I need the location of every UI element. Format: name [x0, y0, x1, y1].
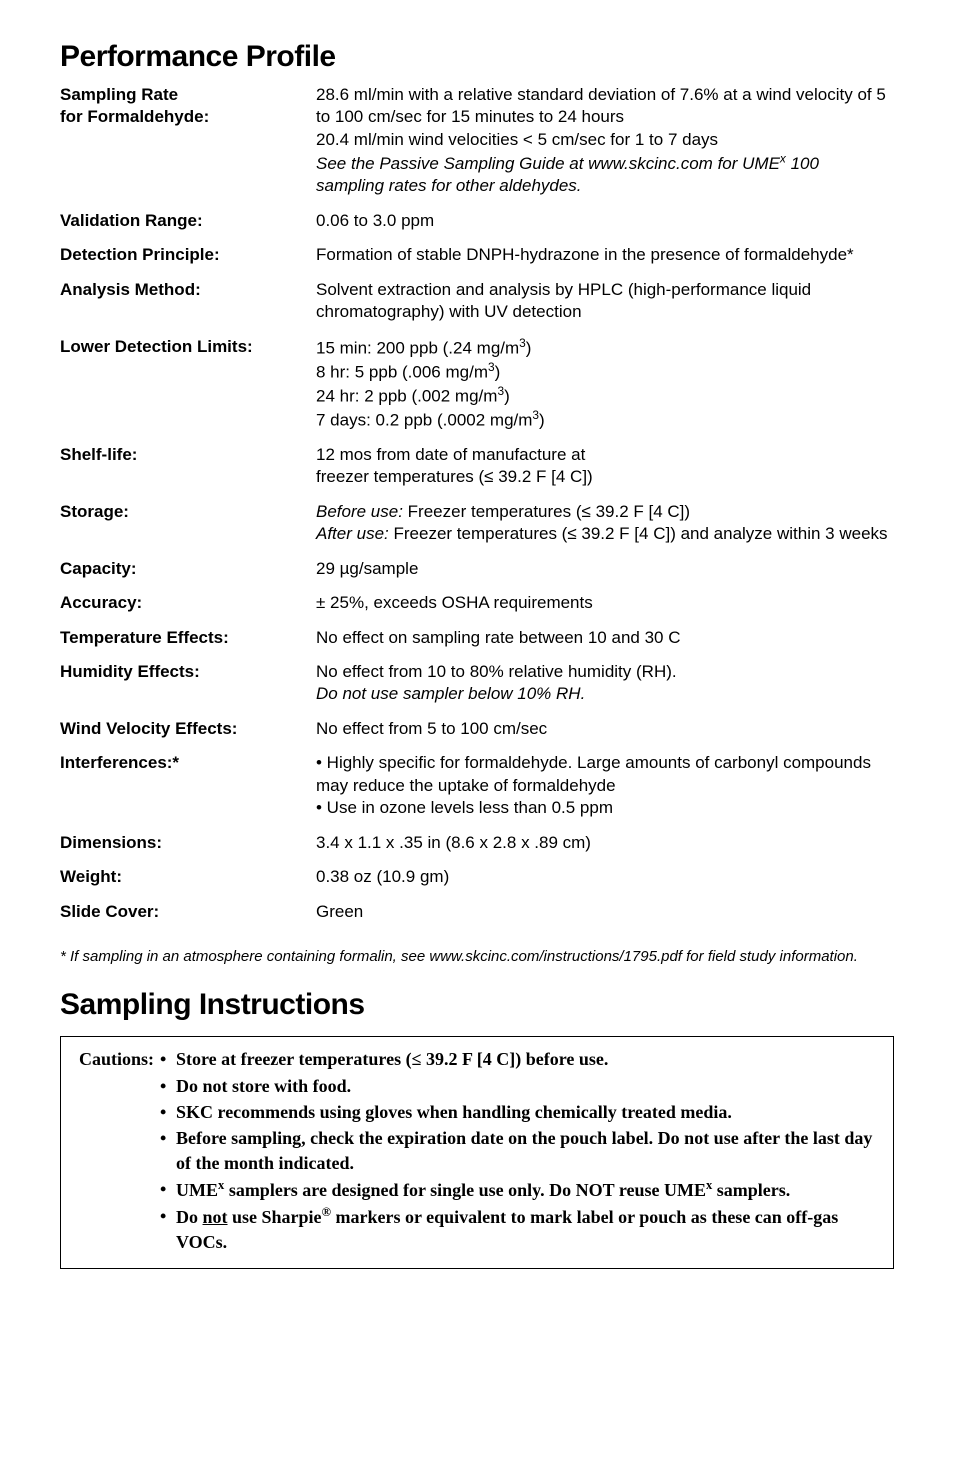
row-label: Detection Principle:	[60, 238, 316, 272]
row-label: Storage:	[60, 495, 316, 552]
cautions-list: Store at freezer temperatures (≤ 39.2 F …	[160, 1047, 875, 1255]
table-row: Storage:Before use: Freezer temperatures…	[60, 495, 894, 552]
profile-tbody: Sampling Ratefor Formaldehyde:28.6 ml/mi…	[60, 78, 894, 929]
row-value: Solvent extraction and analysis by HPLC …	[316, 273, 894, 330]
cautions-label: Cautions:	[79, 1047, 160, 1255]
row-value: 0.06 to 3.0 ppm	[316, 204, 894, 238]
list-item: UMEx samplers are designed for single us…	[160, 1177, 875, 1202]
row-label: Validation Range:	[60, 204, 316, 238]
table-row: Shelf-life:12 mos from date of manufactu…	[60, 438, 894, 495]
row-value: ± 25%, exceeds OSHA requirements	[316, 586, 894, 620]
table-row: Interferences:*• Highly specific for for…	[60, 746, 894, 825]
table-row: Capacity:29 µg/sample	[60, 552, 894, 586]
table-row: Wind Velocity Effects:No effect from 5 t…	[60, 712, 894, 746]
row-value: 28.6 ml/min with a relative standard dev…	[316, 78, 894, 204]
row-label: Slide Cover:	[60, 895, 316, 929]
list-item: SKC recommends using gloves when handlin…	[160, 1100, 875, 1124]
row-value: No effect on sampling rate between 10 an…	[316, 621, 894, 655]
row-label: Capacity:	[60, 552, 316, 586]
row-label: Temperature Effects:	[60, 621, 316, 655]
list-item: Before sampling, check the expiration da…	[160, 1126, 875, 1175]
row-label: Shelf-life:	[60, 438, 316, 495]
row-value: • Highly specific for formaldehyde. Larg…	[316, 746, 894, 825]
row-label: Analysis Method:	[60, 273, 316, 330]
table-row: Detection Principle:Formation of stable …	[60, 238, 894, 272]
row-value: Before use: Freezer temperatures (≤ 39.2…	[316, 495, 894, 552]
row-label: Accuracy:	[60, 586, 316, 620]
table-row: Accuracy:± 25%, exceeds OSHA requirement…	[60, 586, 894, 620]
table-row: Validation Range:0.06 to 3.0 ppm	[60, 204, 894, 238]
row-label: Weight:	[60, 860, 316, 894]
row-label: Dimensions:	[60, 826, 316, 860]
table-row: Lower Detection Limits:15 min: 200 ppb (…	[60, 330, 894, 438]
cautions-row: Cautions: Store at freezer temperatures …	[79, 1047, 875, 1255]
table-row: Humidity Effects:No effect from 10 to 80…	[60, 655, 894, 712]
row-value: No effect from 10 to 80% relative humidi…	[316, 655, 894, 712]
footnote: * If sampling in an atmosphere containin…	[60, 947, 894, 967]
row-label: Humidity Effects:	[60, 655, 316, 712]
performance-profile-title: Performance Profile	[60, 40, 894, 74]
row-value: 15 min: 200 ppb (.24 mg/m3)8 hr: 5 ppb (…	[316, 330, 894, 438]
row-value: Green	[316, 895, 894, 929]
row-label: Lower Detection Limits:	[60, 330, 316, 438]
table-row: Analysis Method:Solvent extraction and a…	[60, 273, 894, 330]
row-value: 0.38 oz (10.9 gm)	[316, 860, 894, 894]
list-item: Store at freezer temperatures (≤ 39.2 F …	[160, 1047, 875, 1071]
list-item: Do not store with food.	[160, 1074, 875, 1098]
table-row: Sampling Ratefor Formaldehyde:28.6 ml/mi…	[60, 78, 894, 204]
table-row: Temperature Effects:No effect on samplin…	[60, 621, 894, 655]
row-value: 3.4 x 1.1 x .35 in (8.6 x 2.8 x .89 cm)	[316, 826, 894, 860]
row-value: No effect from 5 to 100 cm/sec	[316, 712, 894, 746]
list-item: Do not use Sharpie® markers or equivalen…	[160, 1204, 875, 1254]
table-row: Weight:0.38 oz (10.9 gm)	[60, 860, 894, 894]
sampling-instructions-title: Sampling Instructions	[60, 988, 894, 1022]
row-value: 12 mos from date of manufacture atfreeze…	[316, 438, 894, 495]
table-row: Slide Cover:Green	[60, 895, 894, 929]
row-value: Formation of stable DNPH-hydrazone in th…	[316, 238, 894, 272]
row-label: Sampling Ratefor Formaldehyde:	[60, 78, 316, 204]
page-container: Performance Profile Sampling Ratefor For…	[0, 0, 954, 1309]
performance-profile-table: Sampling Ratefor Formaldehyde:28.6 ml/mi…	[60, 78, 894, 929]
row-label: Wind Velocity Effects:	[60, 712, 316, 746]
row-value: 29 µg/sample	[316, 552, 894, 586]
cautions-box: Cautions: Store at freezer temperatures …	[60, 1036, 894, 1268]
row-label: Interferences:*	[60, 746, 316, 825]
table-row: Dimensions:3.4 x 1.1 x .35 in (8.6 x 2.8…	[60, 826, 894, 860]
